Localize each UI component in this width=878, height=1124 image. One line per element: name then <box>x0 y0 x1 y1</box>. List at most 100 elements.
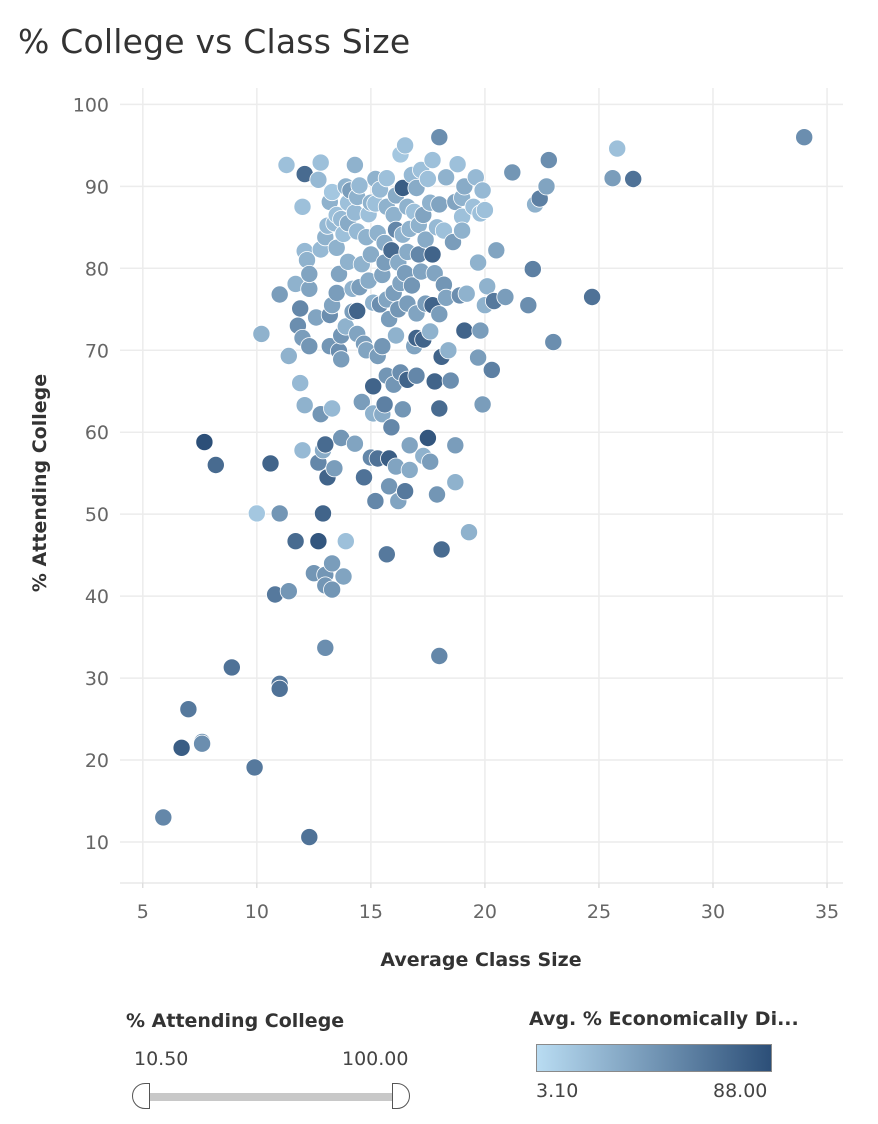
data-point[interactable] <box>608 139 627 158</box>
data-point[interactable] <box>245 758 264 777</box>
data-point[interactable] <box>519 296 538 315</box>
data-point[interactable] <box>402 276 421 295</box>
range-slider-max-handle[interactable] <box>392 1083 410 1109</box>
data-point[interactable] <box>316 435 335 454</box>
data-point[interactable] <box>154 808 173 827</box>
data-point[interactable] <box>418 428 437 447</box>
range-slider-min-handle[interactable] <box>132 1083 150 1109</box>
data-point[interactable] <box>478 277 497 296</box>
data-point[interactable] <box>400 460 419 479</box>
data-point[interactable] <box>448 155 467 174</box>
data-point[interactable] <box>425 372 444 391</box>
data-point[interactable] <box>311 153 330 172</box>
data-point[interactable] <box>441 371 460 390</box>
data-point[interactable] <box>537 177 556 196</box>
data-point[interactable] <box>482 360 501 379</box>
data-point[interactable] <box>432 540 451 559</box>
data-point[interactable] <box>373 337 392 356</box>
data-point[interactable] <box>270 679 289 698</box>
data-point[interactable] <box>421 452 440 471</box>
data-point[interactable] <box>469 348 488 367</box>
data-point[interactable] <box>473 395 492 414</box>
data-point[interactable] <box>323 554 342 573</box>
data-point[interactable] <box>291 374 310 393</box>
data-point[interactable] <box>453 221 472 240</box>
data-point[interactable] <box>350 176 369 195</box>
data-point[interactable] <box>382 418 401 437</box>
data-point[interactable] <box>407 366 426 385</box>
data-point[interactable] <box>352 392 371 411</box>
data-point[interactable] <box>329 264 348 283</box>
data-point[interactable] <box>279 346 298 365</box>
data-point[interactable] <box>396 136 415 155</box>
data-point[interactable] <box>380 477 399 496</box>
data-point[interactable] <box>270 285 289 304</box>
data-point[interactable] <box>423 245 442 264</box>
data-point[interactable] <box>487 241 506 260</box>
data-point[interactable] <box>418 169 437 188</box>
data-point[interactable] <box>309 170 328 189</box>
data-point[interactable] <box>293 441 312 460</box>
data-point[interactable] <box>334 567 353 586</box>
data-point[interactable] <box>455 321 474 340</box>
data-point[interactable] <box>439 341 458 360</box>
data-point[interactable] <box>430 195 449 214</box>
data-point[interactable] <box>172 738 191 757</box>
data-point[interactable] <box>430 128 449 147</box>
data-point[interactable] <box>323 399 342 418</box>
data-point[interactable] <box>423 151 442 170</box>
data-point[interactable] <box>416 230 435 249</box>
data-point[interactable] <box>396 482 415 501</box>
data-point[interactable] <box>327 283 346 302</box>
data-point[interactable] <box>252 324 271 343</box>
data-point[interactable] <box>336 532 355 551</box>
data-point[interactable] <box>293 197 312 216</box>
data-point[interactable] <box>377 545 396 564</box>
data-point[interactable] <box>193 734 212 753</box>
data-point[interactable] <box>348 301 367 320</box>
data-point[interactable] <box>430 305 449 324</box>
data-point[interactable] <box>366 492 385 511</box>
data-point[interactable] <box>624 169 643 188</box>
data-point[interactable] <box>179 700 198 719</box>
data-point[interactable] <box>300 264 319 283</box>
data-point[interactable] <box>446 436 465 455</box>
data-point[interactable] <box>316 638 335 657</box>
data-point[interactable] <box>427 485 446 504</box>
data-point[interactable] <box>364 377 383 396</box>
data-point[interactable] <box>539 151 558 170</box>
data-point[interactable] <box>261 454 280 473</box>
data-point[interactable] <box>323 580 342 599</box>
data-point[interactable] <box>291 299 310 318</box>
data-point[interactable] <box>377 169 396 188</box>
data-point[interactable] <box>354 468 373 487</box>
data-point[interactable] <box>222 658 241 677</box>
data-point[interactable] <box>247 504 266 523</box>
data-point[interactable] <box>421 322 440 341</box>
data-point[interactable] <box>473 181 492 200</box>
data-point[interactable] <box>430 647 449 666</box>
data-point[interactable] <box>195 433 214 452</box>
data-point[interactable] <box>457 284 476 303</box>
data-point[interactable] <box>437 168 456 187</box>
data-point[interactable] <box>325 459 344 478</box>
data-point[interactable] <box>277 155 296 174</box>
data-point[interactable] <box>386 326 405 345</box>
data-point[interactable] <box>345 434 364 453</box>
data-point[interactable] <box>270 504 289 523</box>
data-point[interactable] <box>503 163 522 182</box>
data-point[interactable] <box>286 532 305 551</box>
data-point[interactable] <box>375 395 394 414</box>
range-slider-track[interactable] <box>140 1093 402 1101</box>
data-point[interactable] <box>475 201 494 220</box>
data-point[interactable] <box>544 333 563 352</box>
data-point[interactable] <box>400 436 419 455</box>
data-point[interactable] <box>795 128 814 147</box>
data-point[interactable] <box>459 523 478 542</box>
data-point[interactable] <box>583 287 602 306</box>
data-point[interactable] <box>496 287 515 306</box>
data-point[interactable] <box>279 582 298 601</box>
data-point[interactable] <box>206 455 225 474</box>
data-point[interactable] <box>309 532 328 551</box>
data-point[interactable] <box>430 399 449 418</box>
